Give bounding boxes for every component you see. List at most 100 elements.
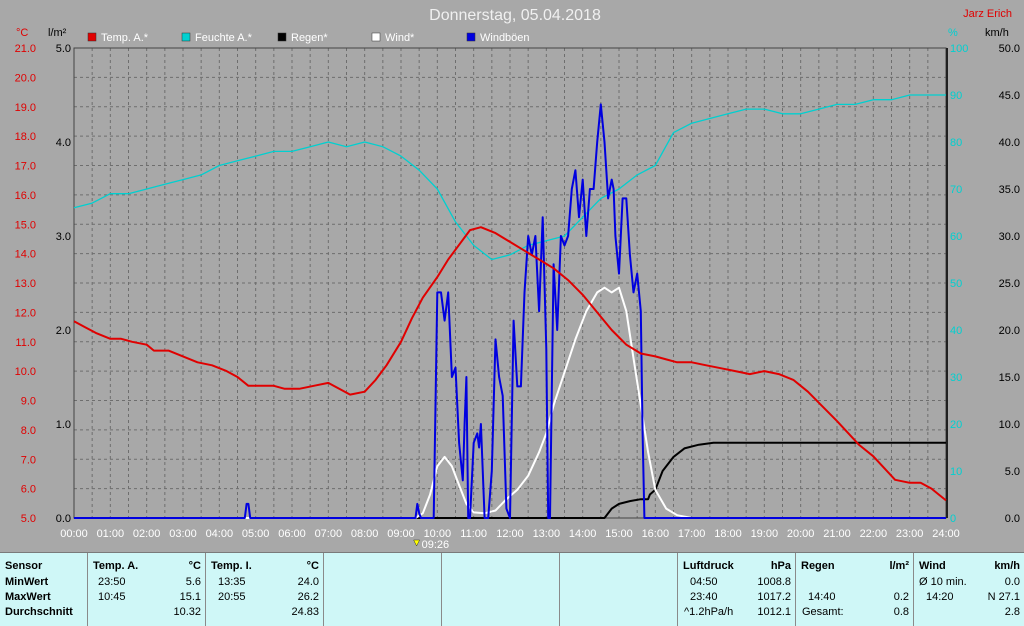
x-tick-label: 11:00 (460, 528, 487, 540)
temp-tick-label: 21.0 (15, 43, 36, 55)
x-tick-label: 18:00 (714, 528, 742, 540)
temp-tick-label: 20.0 (15, 72, 36, 84)
wind-tick-label: 35.0 (999, 184, 1020, 196)
rain-max-val: 0.2 (893, 591, 909, 603)
humidity-tick-label: 100 (950, 43, 968, 55)
x-tick-label: 01:00 (97, 528, 125, 540)
temp-a-avg: 10.32 (173, 606, 201, 618)
empty-column-2 (442, 553, 560, 626)
row-max-label: MaxWert (5, 591, 51, 603)
temp-i-max-val: 26.2 (297, 591, 319, 603)
x-tick-label: 17:00 (678, 528, 706, 540)
legend-swatch (466, 32, 476, 42)
legend-swatch (181, 32, 191, 42)
stats-table: Sensor MinWert MaxWert Durchschnitt Temp… (0, 552, 1024, 626)
temp-tick-label: 13.0 (15, 278, 36, 290)
sunrise-marker-label: 09:26 (422, 539, 450, 551)
rain-unit-label: l/m² (48, 27, 67, 39)
wind-avg-label: Ø 10 min. (919, 576, 967, 588)
x-tick-label: 16:00 (642, 528, 670, 540)
wind-tick-label: 45.0 (999, 90, 1020, 102)
temp-tick-label: 10.0 (15, 366, 36, 378)
x-tick-label: 07:00 (315, 528, 343, 540)
row-min-label: MinWert (5, 576, 49, 588)
humidity-tick-label: 50 (950, 278, 962, 290)
wind-tick-label: 50.0 (999, 43, 1020, 55)
legend-label: Feuchte A.* (195, 32, 253, 44)
pressure-max-time: 23:40 (690, 591, 718, 603)
x-tick-label: 04:00 (206, 528, 234, 540)
humidity-tick-label: 80 (950, 137, 962, 149)
legend-item: Temp. A.* (87, 32, 149, 44)
humidity-tick-label: 90 (950, 90, 962, 102)
temp-a-unit: °C (188, 560, 201, 572)
temp-tick-label: 15.0 (15, 219, 36, 231)
wind-max-val: N 27.1 (987, 591, 1020, 603)
temp-tick-label: 16.0 (15, 190, 36, 202)
x-tick-label: 15:00 (605, 528, 633, 540)
temp-unit-label: °C (16, 27, 28, 39)
humidity-tick-label: 70 (950, 184, 962, 196)
pressure-min-time: 04:50 (690, 576, 718, 588)
legend-item: Windböen (466, 32, 530, 44)
wind-avg-val: 0.0 (1004, 576, 1020, 588)
pressure-column: Luftdruck hPa 04:50 1008.8 23:40 1017.2 ^1.… (678, 553, 796, 626)
humidity-tick-label: 60 (950, 231, 962, 243)
wind-day-avg: 2.8 (1004, 606, 1020, 618)
series-lines (73, 94, 947, 519)
wind-tick-label: 10.0 (999, 419, 1020, 431)
legend: Temp. A.* Feuchte A.* Regen* Wind* Windböen (87, 32, 530, 44)
humidity-tick-label: 0 (950, 513, 956, 525)
wind-tick-label: 30.0 (999, 231, 1020, 243)
rain-tick-label: 1.0 (56, 419, 71, 431)
x-tick-label: 22:00 (860, 528, 888, 540)
legend-label: Regen* (291, 32, 328, 44)
temp-tick-label: 18.0 (15, 131, 36, 143)
empty-column-3 (560, 553, 678, 626)
temp-tick-label: 9.0 (21, 396, 36, 408)
temp-tick-label: 7.0 (21, 454, 36, 466)
temp-a-max-time: 10:45 (98, 591, 126, 603)
series-line-wind (74, 286, 946, 519)
temp-i-min-time: 13:35 (218, 576, 246, 588)
x-tick-label: 05:00 (242, 528, 270, 540)
x-axis: 00:00 01:00 02:00 03:00 04:00 05:00 06:00 07:00… (60, 528, 960, 551)
temp-i-min-val: 24.0 (297, 576, 319, 588)
temp-tick-label: 17.0 (15, 161, 36, 173)
x-tick-label: 02:00 (133, 528, 161, 540)
rain-unit: l/m² (889, 560, 909, 572)
temp-tick-label: 19.0 (15, 102, 36, 114)
legend-item: Feuchte A.* (181, 32, 253, 44)
temp-tick-label: 5.0 (21, 513, 36, 525)
wind-header: Wind (919, 560, 946, 572)
rain-tick-label: 4.0 (56, 137, 71, 149)
wind-tick-label: 40.0 (999, 137, 1020, 149)
legend-swatch (277, 32, 287, 42)
temp-a-min-val: 5.6 (185, 576, 201, 588)
x-tick-label: 00:00 (60, 528, 88, 540)
temp-tick-label: 12.0 (15, 307, 36, 319)
rain-header: Regen (801, 560, 835, 572)
humidity-tick-label: 40 (950, 325, 962, 337)
temp-i-unit: °C (306, 560, 319, 572)
x-tick-label: 09:00 (387, 528, 415, 540)
pressure-unit: hPa (770, 560, 791, 572)
wind-max-time: 14:20 (926, 591, 954, 603)
temp-tick-label: 8.0 (21, 425, 36, 437)
axis-labels: °C l/m²% km/h 21.0 20.0 19.0 18.0 17.0 16.0 15.0 1… (15, 27, 1020, 525)
legend-swatch (87, 32, 97, 42)
row-avg-label: Durchschnitt (5, 606, 73, 618)
humidity-tick-label: 30 (950, 372, 962, 384)
temp-a-column: Temp. A. °C 23:50 5.6 10:45 15.1 10.32 (88, 553, 206, 626)
wind-tick-label: 15.0 (999, 372, 1020, 384)
series-line-temp (73, 226, 947, 502)
sensor-column: Sensor MinWert MaxWert Durchschnitt (0, 553, 88, 626)
wind-tick-label: 20.0 (999, 325, 1020, 337)
x-tick-label: 10:00 (424, 528, 452, 540)
legend-label: Wind* (385, 32, 415, 44)
temp-tick-label: 6.0 (21, 484, 36, 496)
legend-swatch (371, 32, 381, 42)
empty-column-1 (324, 553, 442, 626)
temp-tick-label: 11.0 (15, 337, 36, 349)
x-tick-label: 24:00 (932, 528, 960, 540)
